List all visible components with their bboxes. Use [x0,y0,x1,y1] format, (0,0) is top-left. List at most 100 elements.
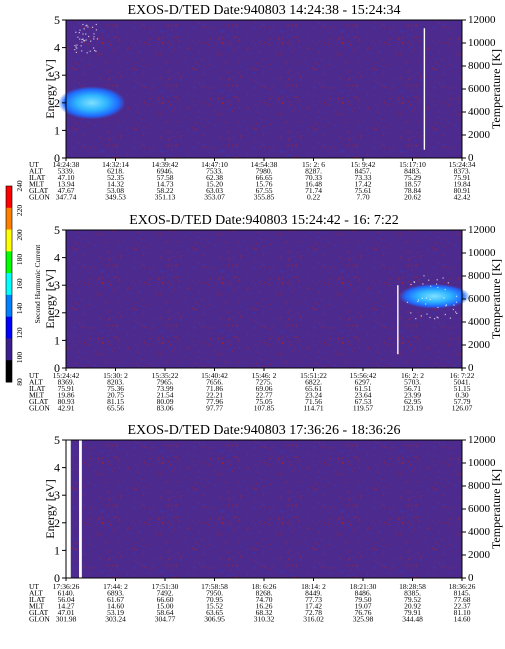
table-cell: 80.09 [157,397,174,406]
speckle [437,286,439,289]
speckle [81,50,83,52]
table-cell: 53.08 [107,186,124,195]
speckle [428,279,430,281]
table-cell: 62.95 [404,397,421,406]
hot-region [57,86,126,120]
y-tick-label: 4 [54,251,60,265]
speckle [410,283,412,286]
row-label: ILAT [29,384,46,393]
table-cell: 123.19 [402,404,423,413]
table-cell: 301.98 [56,615,77,624]
table-cell: 5339. [58,167,75,176]
speckle [406,301,409,303]
table-cell: 63.03 [206,186,223,195]
speckle [437,306,439,309]
speckle [434,318,436,320]
table-cell: 6218. [107,167,124,176]
table-cell: 15:46: 2 [252,371,277,380]
speckle [74,49,76,51]
y2-tick-label: 12000 [468,14,496,26]
row-label: GLON [29,404,50,413]
table-cell: 75.91 [454,173,471,182]
table-cell: 17:36:26 [53,582,80,591]
speckle [95,23,97,26]
speckle [93,36,95,38]
row-label: GLON [29,193,50,202]
speckle [87,26,89,28]
colorbar-tick-label: 140 [15,303,24,315]
y-tick-label: 4 [54,461,60,475]
table-cell: 15:56:42 [350,371,377,380]
table-cell: 351.13 [155,193,176,202]
table-cell: 61.51 [355,384,372,393]
colorbar-swatch [6,273,12,296]
table-cell: 22.37 [454,602,471,611]
table-cell: 75.36 [107,384,124,393]
speckle [89,50,91,52]
table-cell: 7.70 [356,193,369,202]
table-cell: 18:36:26 [449,582,476,591]
y2-tick-label: 8000 [468,270,491,282]
speckle [449,317,451,319]
speckle [421,297,423,299]
colorbar-swatch [6,316,12,339]
table-cell: 22.21 [206,391,223,400]
row-label: UT [29,582,39,591]
row-label: MLT [29,180,45,189]
table-cell: 15.52 [206,602,223,611]
table-cell: 66.60 [157,595,174,604]
speckle [417,300,419,303]
y2-tick-label: 4000 [468,106,491,118]
y-tick-label: 0 [54,571,60,585]
colorbar: 240 220 200 180 160 140 120 100 80 Second Harmoni… [5,180,42,386]
table-cell: 13.94 [58,180,75,189]
table-cell: 344.48 [402,615,423,624]
table-cell: 53.19 [107,608,124,617]
y-axis-label: Energy [eV] [43,479,57,538]
speckle [413,281,416,283]
table-cell: 14.27 [58,602,75,611]
colorbar-frame [5,185,13,383]
table-cell: 15:35:22 [152,371,179,380]
table-cell: 17.42 [305,602,322,611]
table-cell: 7492. [157,589,174,598]
y2-tick-label: 4000 [468,316,491,328]
y2-tick-label: 2000 [468,549,491,561]
speckle [455,311,457,313]
row-label: GLAT [29,186,49,195]
speckle [444,288,446,291]
speckle [75,46,77,48]
row-label: UT [29,160,39,169]
panel-title: EXOS-D/TED Date:940803 15:24:42 - 16: 7:… [129,213,398,228]
table-cell: 126.07 [452,404,473,413]
speckle [445,304,447,306]
speckle [442,277,444,279]
speckle [453,304,455,306]
table-cell: 16: 7:22 [450,371,475,380]
table-cell: 8385. [404,589,421,598]
table-cell: 74.70 [256,595,273,604]
table-cell: 47.01 [58,608,75,617]
colorbar-tick-label: 80 [15,378,24,386]
table-cell: 75.29 [404,173,421,182]
table-cell: 67.55 [256,186,273,195]
speckle [445,305,447,307]
table-cell: 20.92 [404,602,421,611]
colorbar-swatch [6,251,12,274]
speckle [85,39,87,41]
speckle [436,283,438,285]
speckle [76,44,78,46]
table-cell: 15.76 [256,180,273,189]
table-cell: 75.91 [58,384,75,393]
y2-tick-label: 10000 [468,37,496,49]
speckle [425,297,427,299]
table-cell: 15.00 [157,602,174,611]
table-cell: 70.33 [305,173,322,182]
table-cell: 15:24:42 [53,371,80,380]
row-label: ALT [29,167,43,176]
table-cell: 15.20 [206,180,223,189]
speckle [94,49,96,52]
table-cell: 8486. [355,589,372,598]
table-cell: 18:21:30 [350,582,377,591]
y-tick-label: 5 [54,433,60,447]
